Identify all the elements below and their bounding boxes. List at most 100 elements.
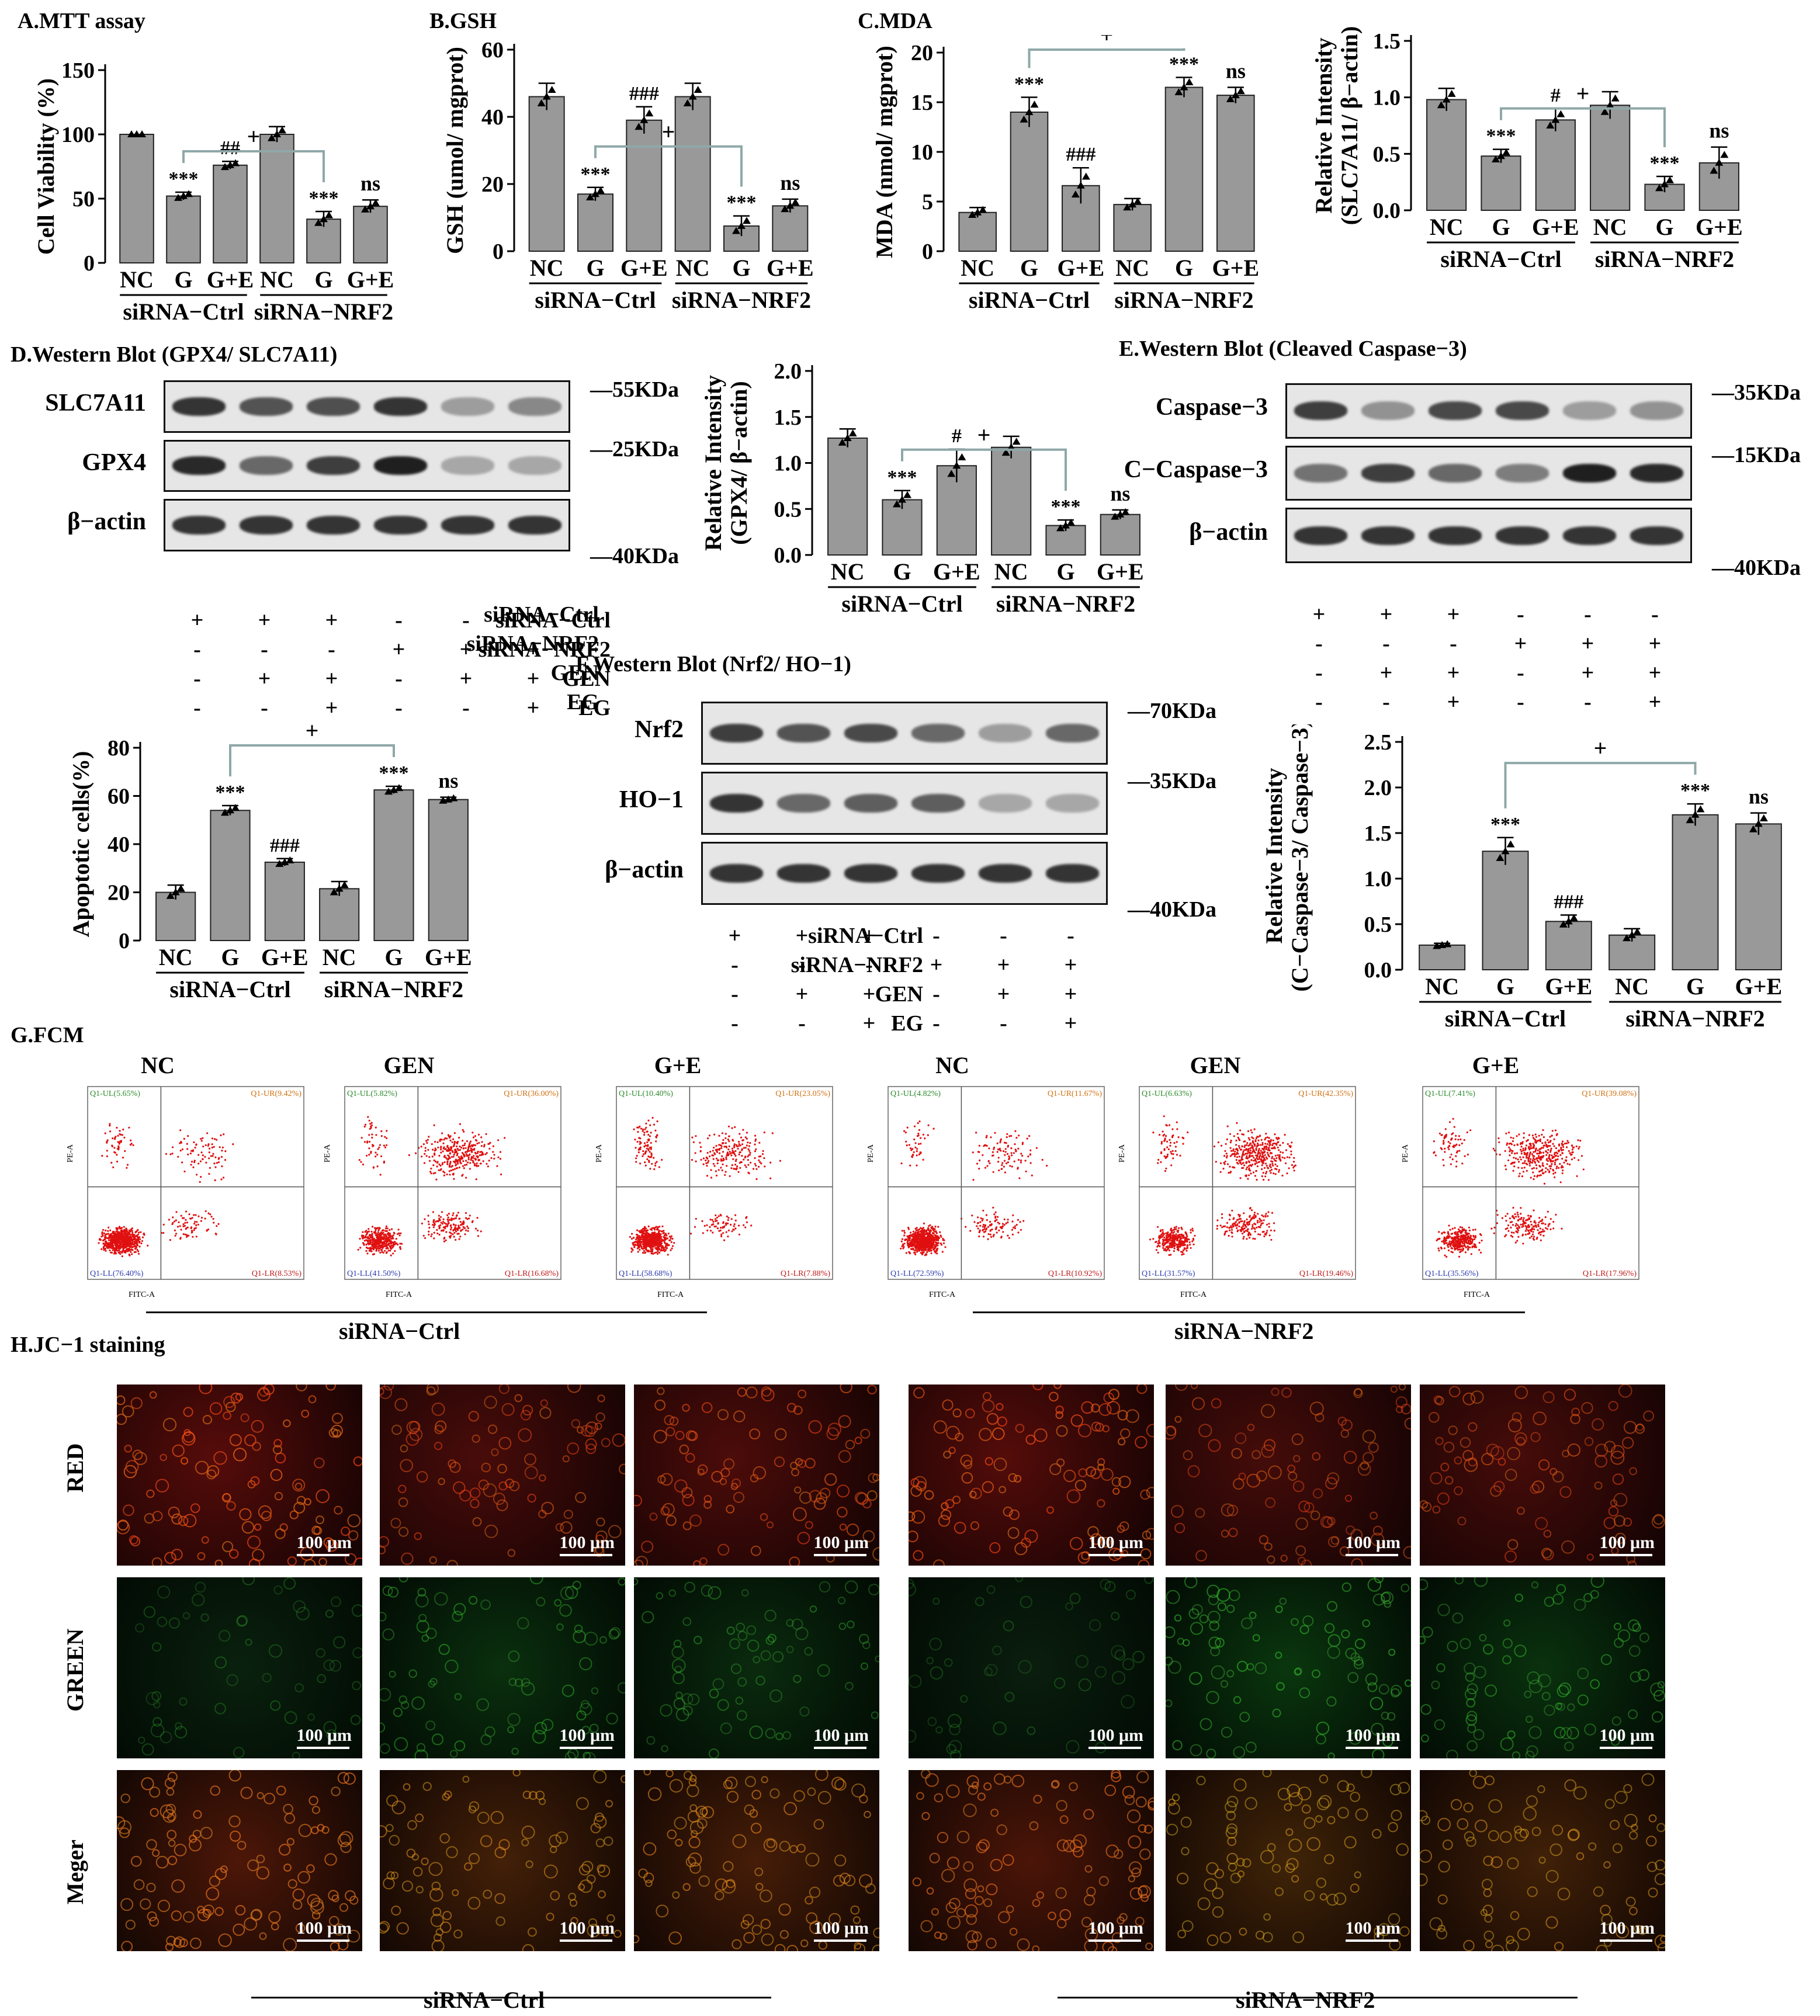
- y-tick-label: 0: [493, 240, 504, 264]
- scale-bar: [297, 1939, 349, 1942]
- y-tick-label: 1.5: [1364, 821, 1392, 846]
- data-point: [843, 433, 852, 441]
- group-label-nrf2: siRNA−NRF2: [996, 591, 1135, 617]
- micrograph: 100 μm: [380, 1385, 625, 1566]
- scale-bar-label: 100 μm: [296, 1918, 352, 1938]
- condition-label: siRNA−Ctrl: [495, 608, 611, 633]
- bracket-label: +: [1576, 81, 1590, 107]
- scale-bar: [1600, 1939, 1652, 1942]
- blot-strip: [701, 702, 1108, 765]
- bar: [119, 134, 154, 263]
- blot-band: [172, 516, 226, 535]
- condition-mark: +: [392, 637, 405, 662]
- scale-bar-label: 100 μm: [1599, 1726, 1655, 1745]
- quadrant-lr: Q1-LR(19.46%): [1299, 1269, 1353, 1278]
- data-point: [791, 198, 800, 206]
- data-point: [174, 193, 182, 201]
- molecular-weight: —35KDa: [1712, 380, 1801, 405]
- y-tick-label: 100: [61, 123, 95, 147]
- scale-bar: [1600, 1554, 1652, 1556]
- data-point: [166, 891, 175, 899]
- blot-strip: [701, 842, 1108, 905]
- category-label: G+E: [1212, 255, 1260, 281]
- blot-row-label: Nrf2: [635, 716, 684, 743]
- data-point: [786, 202, 795, 209]
- group-label-nrf2: siRNA−NRF2: [324, 976, 463, 1002]
- category-label: G: [1175, 255, 1193, 281]
- category-label: NC: [159, 944, 193, 970]
- cell-overlay: [117, 1770, 360, 1951]
- chart-caspase: 0.0 0.5 1.0 1.5 2.0 2.5 Relative Intensity (C−C…: [1261, 724, 1782, 1032]
- y-axis-label: Apoptotic cells(%): [68, 751, 94, 938]
- quadrant-ul: Q1-UL(7.41%): [1425, 1089, 1475, 1098]
- blot-band: [441, 456, 494, 476]
- data-point: [1623, 934, 1631, 942]
- significance-label: ***: [1650, 152, 1680, 174]
- condition-mark: +: [459, 667, 473, 691]
- data-point: [645, 109, 654, 117]
- y-axis-label: Cell Viability (%): [33, 78, 59, 255]
- fcm-column-label: NC: [935, 1052, 969, 1078]
- blot-strip: [1285, 445, 1692, 501]
- category-label: G: [174, 266, 192, 293]
- bar: [213, 164, 248, 263]
- quadrant-lr: Q1-LR(10.92%): [1048, 1269, 1102, 1278]
- scale-bar: [1088, 1554, 1141, 1556]
- condition-mark: +: [1648, 690, 1662, 714]
- blot-band: [508, 397, 561, 416]
- data-point: [1001, 449, 1010, 456]
- fcm-y-label: PE-A: [595, 1144, 604, 1163]
- data-point: [320, 215, 328, 223]
- y-axis-label: Relative Intensity: [1311, 37, 1337, 213]
- scale-bar-label: 100 μm: [559, 1533, 615, 1552]
- data-point: [280, 858, 289, 865]
- significance-label: ***: [888, 467, 917, 488]
- scale-bar-label: 100 μm: [813, 1533, 869, 1552]
- data-point: [1030, 100, 1039, 108]
- condition-mark: -: [462, 696, 470, 720]
- blot-row-label: GPX4: [82, 449, 146, 476]
- scale-bar-label: 100 μm: [1599, 1918, 1655, 1938]
- condition-mark: -: [193, 667, 201, 691]
- significance-label: ***: [169, 168, 199, 190]
- blot-band: [1046, 864, 1099, 883]
- condition-mark: -: [1382, 631, 1390, 656]
- data-point: [325, 211, 333, 218]
- significance-label: ***: [1680, 780, 1710, 801]
- blot-band: [1046, 724, 1099, 742]
- blot-band: [172, 456, 226, 476]
- y-tick-label: 60: [108, 785, 130, 809]
- blot-row-label: β−actin: [1189, 518, 1268, 546]
- category-label: NC: [831, 558, 865, 585]
- data-point: [221, 163, 229, 171]
- blot-band: [911, 724, 965, 742]
- condition-mark: +: [862, 982, 876, 1007]
- jc1-row-green: GREEN: [62, 1628, 88, 1712]
- condition-mark: -: [798, 1011, 806, 1036]
- quadrant-ll: Q1-LL(41.50%): [347, 1269, 401, 1278]
- cell-overlay: [1166, 1385, 1411, 1566]
- data-point: [586, 193, 594, 200]
- category-label: G+E: [347, 266, 394, 293]
- blot-band: [1294, 526, 1347, 545]
- fcm-events: [357, 1116, 506, 1257]
- scale-bar: [1346, 1554, 1398, 1556]
- data-point: [1007, 443, 1015, 450]
- data-point: [1569, 914, 1578, 921]
- fcm-scatter-plot: Q1-UL(4.82%) Q1-UR(11.67%) Q1-LL(72.59%) Q1…: [866, 1086, 1105, 1299]
- quadrant-ll: Q1-LL(31.57%): [1142, 1269, 1195, 1278]
- category-label: G+E: [1532, 214, 1579, 240]
- fcm-y-label: PE-A: [866, 1144, 875, 1163]
- cell-overlay: [1166, 1577, 1411, 1758]
- micrograph: 100 μm: [117, 1770, 362, 1951]
- condition-mark: -: [1315, 661, 1323, 685]
- category-label: NC: [961, 255, 994, 281]
- bracket-label: +: [662, 119, 675, 145]
- micrograph: 100 μm: [909, 1577, 1154, 1758]
- bar: [353, 206, 388, 264]
- condition-mark: -: [932, 982, 940, 1007]
- quadrant-ul: Q1-UL(5.65%): [90, 1089, 140, 1098]
- chart-gpx4: 0.0 0.5 1.0 1.5 2.0 Relative Intensity (GPX4/ …: [700, 359, 1144, 617]
- data-point: [221, 809, 229, 816]
- blot-band: [307, 516, 360, 535]
